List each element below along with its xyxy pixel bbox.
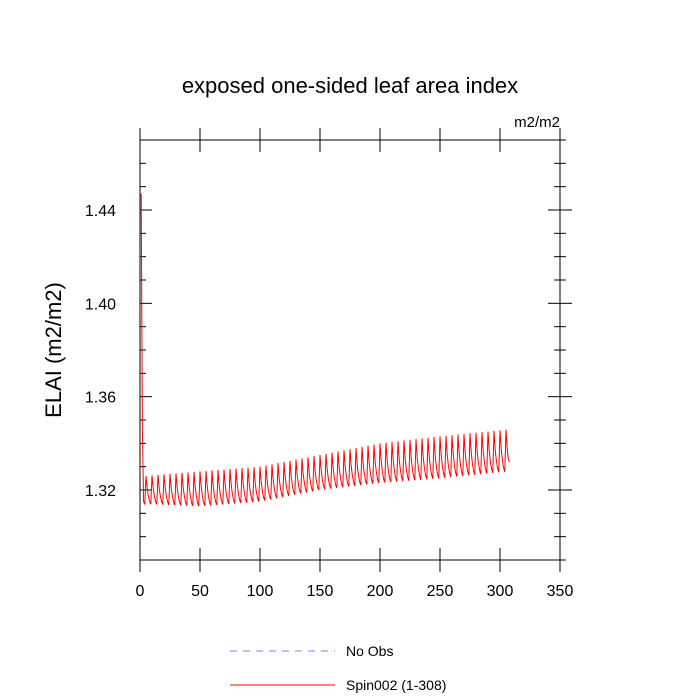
y-tick-label: 1.44 (85, 203, 116, 220)
x-tick-label: 250 (427, 583, 454, 600)
chart-title: exposed one-sided leaf area index (182, 73, 518, 98)
series-layer (140, 193, 511, 507)
legend: No Obs Spin002 (1-308) (230, 643, 446, 693)
tick-marks (139, 128, 572, 572)
x-tick-label: 0 (136, 583, 145, 600)
y-tick-label: 1.36 (85, 390, 116, 407)
legend-label-spin002: Spin002 (1-308) (346, 677, 446, 693)
tick-labels: 0 50 100 150 200 250 300 350 1.32 1.36 1.40 1.44 (85, 203, 574, 600)
x-tick-label: 100 (247, 583, 274, 600)
y-tick-label: 1.32 (85, 483, 116, 500)
x-tick-label: 150 (307, 583, 334, 600)
x-tick-label: 300 (487, 583, 514, 600)
y-tick-label: 1.40 (85, 296, 116, 313)
y-axis-label: ELAI (m2/m2) (41, 282, 66, 418)
series-line-spin002 (140, 193, 511, 507)
legend-label-no-obs: No Obs (346, 643, 393, 659)
x-tick-label: 50 (191, 583, 209, 600)
units-label: m2/m2 (514, 114, 560, 131)
x-tick-label: 200 (367, 583, 394, 600)
x-tick-label: 350 (547, 583, 574, 600)
plot-frame (139, 139, 561, 561)
